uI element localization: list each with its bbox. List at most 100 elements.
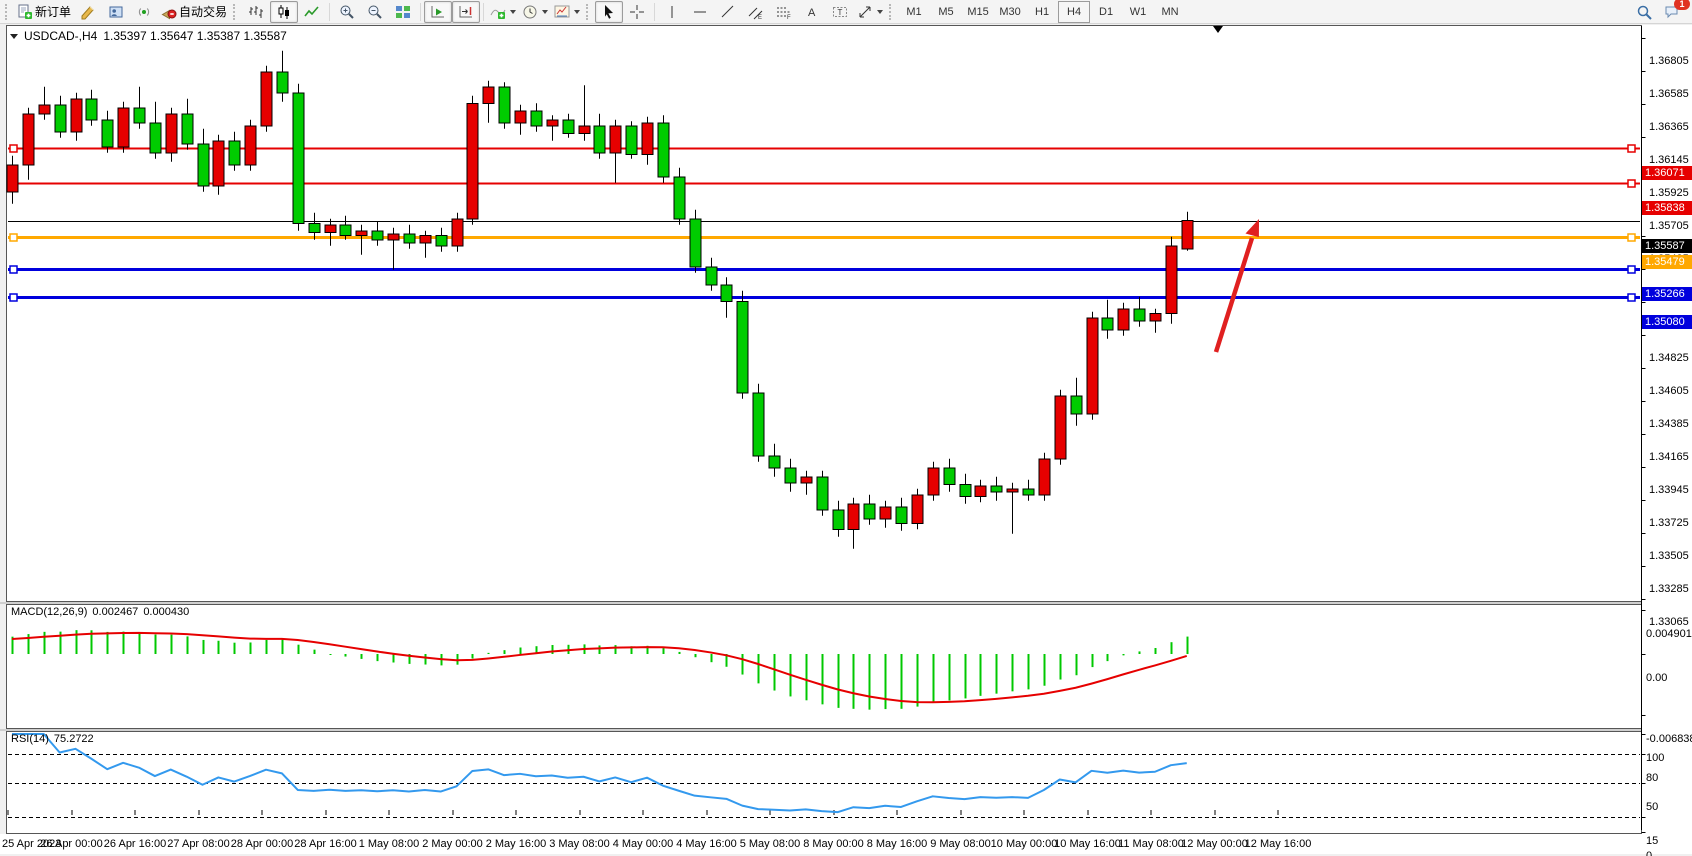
bar-chart-button[interactable] (242, 1, 270, 23)
toolbar-grip[interactable] (233, 3, 239, 20)
notifications-button[interactable]: 1 (1658, 0, 1690, 23)
cursor-tool-button[interactable] (595, 0, 624, 23)
profiles-button[interactable] (102, 1, 130, 23)
time-label: 10 May 16:00 (1054, 838, 1121, 850)
price-tick-label: 1.35705 (1649, 220, 1689, 232)
time-axis[interactable]: 25 Apr 2023 26 Apr 00:00 26 Apr 16:00 27 Ap… (0, 834, 1692, 854)
new-order-button[interactable]: 新订单 (14, 1, 74, 23)
line-handle[interactable] (9, 265, 18, 274)
pane-splitter[interactable] (0, 729, 1692, 731)
line-handle[interactable] (9, 233, 18, 242)
vertical-line-tool-button[interactable] (658, 1, 686, 23)
chart-shift-button[interactable] (452, 0, 481, 23)
search-button[interactable] (1630, 1, 1658, 23)
candles (6, 50, 1194, 549)
rsi-tick-label: 100 (1646, 752, 1665, 764)
equidistant-channel-icon: E (748, 4, 764, 21)
toolbar-grip[interactable] (889, 3, 895, 20)
chart-title[interactable]: USDCAD-,H4 1.35397 1.35647 1.35387 1.355… (10, 29, 287, 43)
toolbar-separator (654, 2, 656, 21)
indicators-button[interactable] (487, 1, 519, 23)
time-label: 10 May 00:00 (990, 838, 1058, 850)
trendline-tool-button[interactable] (714, 1, 742, 23)
status-strip (0, 854, 1692, 856)
toolbar-grip[interactable] (586, 3, 592, 20)
price-line-label: 1.36071 (1642, 165, 1692, 180)
tf-m1-button[interactable]: M1 (906, 5, 922, 18)
line-handle[interactable] (1627, 179, 1636, 188)
price-line-label: 1.35266 (1642, 286, 1692, 301)
time-label: 12 May 16:00 (1244, 838, 1312, 850)
zoom-out-button[interactable] (361, 1, 389, 23)
macd-pane[interactable] (6, 604, 1642, 729)
horizontal-line-tool-button[interactable] (686, 1, 714, 23)
time-label: 4 May 16:00 (676, 838, 737, 850)
toolbar-separator (420, 2, 422, 21)
tf-h4-button[interactable]: H4 (1058, 0, 1091, 23)
price-tick-label: 1.33285 (1649, 583, 1689, 595)
price-tick-label: 1.34385 (1649, 418, 1689, 430)
line-handle[interactable] (1627, 265, 1636, 274)
fibonacci-tool-button[interactable]: F (770, 1, 798, 23)
toolbar-separator (483, 2, 485, 21)
new-chart-button[interactable] (74, 1, 102, 23)
candlestick-chart-button[interactable] (270, 0, 299, 23)
line-chart-button[interactable] (298, 1, 326, 23)
tf-mn-button[interactable]: MN (1161, 5, 1179, 18)
price-tick-label: 1.34825 (1649, 352, 1689, 364)
time-label: 26 Apr 16:00 (103, 838, 167, 850)
dropdown-arrow-icon (574, 9, 581, 14)
trendline-icon (720, 4, 736, 20)
chart-style-icon (80, 4, 96, 20)
tf-m15-button[interactable]: M15 (967, 5, 989, 18)
dropdown-arrow-icon (542, 9, 549, 14)
text-label-tool-button[interactable]: T (826, 1, 854, 23)
shift-marker-icon[interactable] (1213, 26, 1223, 33)
chart-menu-caret-icon[interactable] (10, 33, 18, 39)
toolbar: 新订单 自动交易 (0, 0, 1692, 24)
text-tool-button[interactable]: A (798, 1, 826, 23)
tf-h1-button[interactable]: H1 (1035, 5, 1050, 18)
pane-splitter[interactable] (0, 602, 1692, 604)
price-axis[interactable] (1642, 25, 1692, 834)
zoom-in-button[interactable] (333, 1, 361, 23)
auto-scroll-button[interactable] (424, 0, 453, 23)
rsi-tick-label: 0 (1646, 850, 1653, 856)
line-handle[interactable] (9, 144, 18, 153)
rsi-pane[interactable] (6, 731, 1642, 834)
time-label: 3 May 08:00 (549, 838, 610, 850)
price-tick-label: 1.33065 (1649, 616, 1689, 628)
ohlc-readout: 1.35397 1.35647 1.35387 1.35587 (103, 29, 287, 43)
tf-m30-button[interactable]: M30 (999, 5, 1021, 18)
trend-arrow-annotation[interactable] (1213, 219, 1259, 353)
autotrading-button[interactable]: 自动交易 (158, 1, 230, 23)
time-label: 25 Apr 2023 (2, 838, 62, 850)
price-tick-label: 1.36145 (1649, 154, 1689, 166)
periods-button[interactable] (519, 1, 551, 23)
crosshair-tool-button[interactable] (623, 1, 651, 23)
rsi-tick-label: 80 (1646, 771, 1659, 784)
tf-w1-button[interactable]: W1 (1129, 5, 1147, 18)
toolbar-grip[interactable] (5, 3, 11, 20)
time-label: 12 May 00:00 (1181, 838, 1248, 850)
line-handle[interactable] (1627, 293, 1636, 302)
templates-button[interactable] (551, 1, 583, 23)
tf-m5-button[interactable]: M5 (938, 5, 954, 18)
horizontal-lines[interactable] (8, 144, 1640, 302)
line-handle[interactable] (1627, 144, 1636, 153)
tf-d1-button[interactable]: D1 (1099, 5, 1114, 18)
arrows-tool-button[interactable] (854, 1, 886, 23)
signals-button[interactable] (130, 1, 158, 23)
line-handle[interactable] (9, 293, 18, 302)
chart-shift-icon (458, 4, 474, 20)
svg-text:F: F (787, 15, 791, 20)
tile-windows-button[interactable] (389, 1, 417, 23)
svg-text:E: E (758, 15, 762, 20)
time-label: 5 May 08:00 (739, 838, 801, 850)
time-label: 4 May 00:00 (612, 838, 674, 850)
profiles-icon (108, 4, 124, 20)
price-tick-label: 1.36805 (1649, 55, 1689, 67)
line-chart-icon (304, 4, 320, 20)
channel-tool-button[interactable]: E (742, 1, 770, 23)
line-handle[interactable] (1627, 233, 1636, 242)
